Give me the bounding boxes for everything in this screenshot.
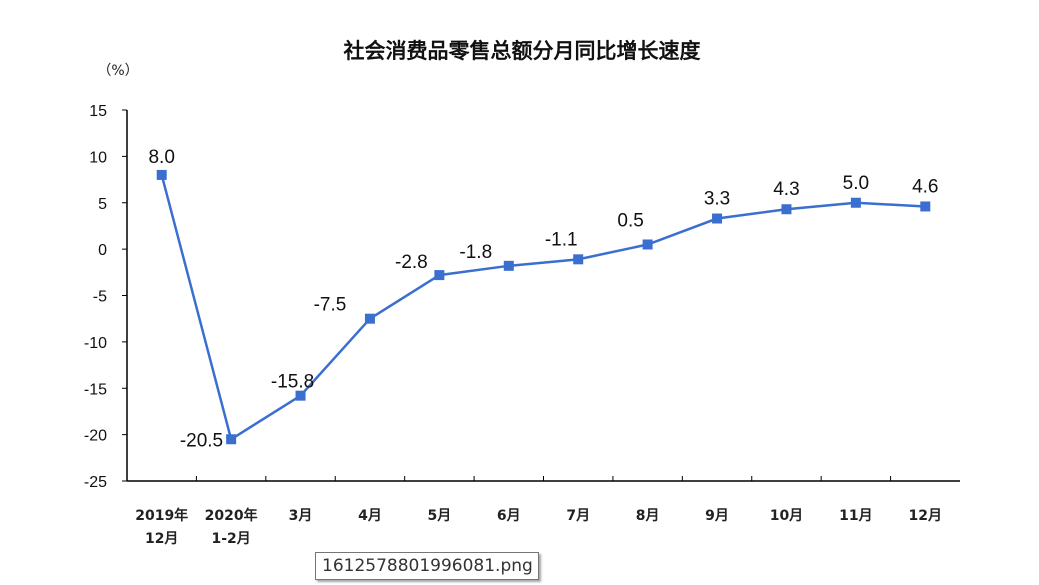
x-tick-label: 2019年 <box>135 507 188 524</box>
series-line <box>160 174 926 442</box>
data-point <box>850 197 861 208</box>
y-axis-unit: （%） <box>97 63 138 79</box>
x-tick-label: 5月 <box>428 508 452 524</box>
data-label: -1.8 <box>459 242 492 263</box>
y-tick-label: -10 <box>84 335 107 352</box>
data-point <box>503 260 514 271</box>
x-tick-label: 3月 <box>289 508 313 524</box>
data-label: 4.3 <box>773 179 799 200</box>
x-tick-label: 9月 <box>705 508 729 524</box>
data-label: -2.8 <box>395 252 428 273</box>
data-label: -1.1 <box>545 229 578 250</box>
data-point <box>642 239 653 250</box>
x-tick-label: 1-2月 <box>211 531 250 547</box>
data-label: -20.5 <box>180 430 223 451</box>
x-tick-label: 6月 <box>497 508 521 524</box>
y-tick-label: 5 <box>98 196 107 213</box>
data-point <box>364 313 375 324</box>
x-tick-label: 10月 <box>770 508 803 524</box>
x-tick-label: 12月 <box>145 531 178 547</box>
chart-title: 社会消费品零售总额分月同比增长速度 <box>343 39 701 63</box>
y-tick-label: 10 <box>89 149 107 166</box>
data-point <box>156 169 167 180</box>
filename-tooltip: 1612578801996081.png <box>315 552 539 580</box>
data-point <box>434 270 445 281</box>
data-point <box>712 213 723 224</box>
y-tick-label: 0 <box>98 242 107 259</box>
data-label: 8.0 <box>148 147 174 168</box>
x-tick-label: 12月 <box>909 508 942 524</box>
data-point <box>781 204 792 215</box>
data-label: 3.3 <box>704 189 730 210</box>
y-tick-label: -15 <box>84 381 107 398</box>
data-point <box>226 434 237 445</box>
x-tick-label: 4月 <box>358 508 382 524</box>
data-point <box>295 390 306 401</box>
data-label: -15.8 <box>271 372 314 393</box>
data-point <box>573 254 584 265</box>
y-tick-label: -25 <box>84 474 107 491</box>
data-label: 5.0 <box>843 173 869 194</box>
y-tick-label: -20 <box>84 428 107 445</box>
x-tick-label: 8月 <box>636 508 660 524</box>
x-tick-label: 7月 <box>566 508 590 524</box>
y-tick-label: 15 <box>89 103 107 120</box>
y-tick-label: -5 <box>93 289 107 306</box>
x-tick-label: 2020年 <box>205 507 258 524</box>
data-point <box>920 201 931 212</box>
data-label: 0.5 <box>617 210 643 231</box>
data-label: -7.5 <box>314 295 347 316</box>
data-label: 4.6 <box>912 176 938 197</box>
x-tick-label: 11月 <box>839 508 872 524</box>
